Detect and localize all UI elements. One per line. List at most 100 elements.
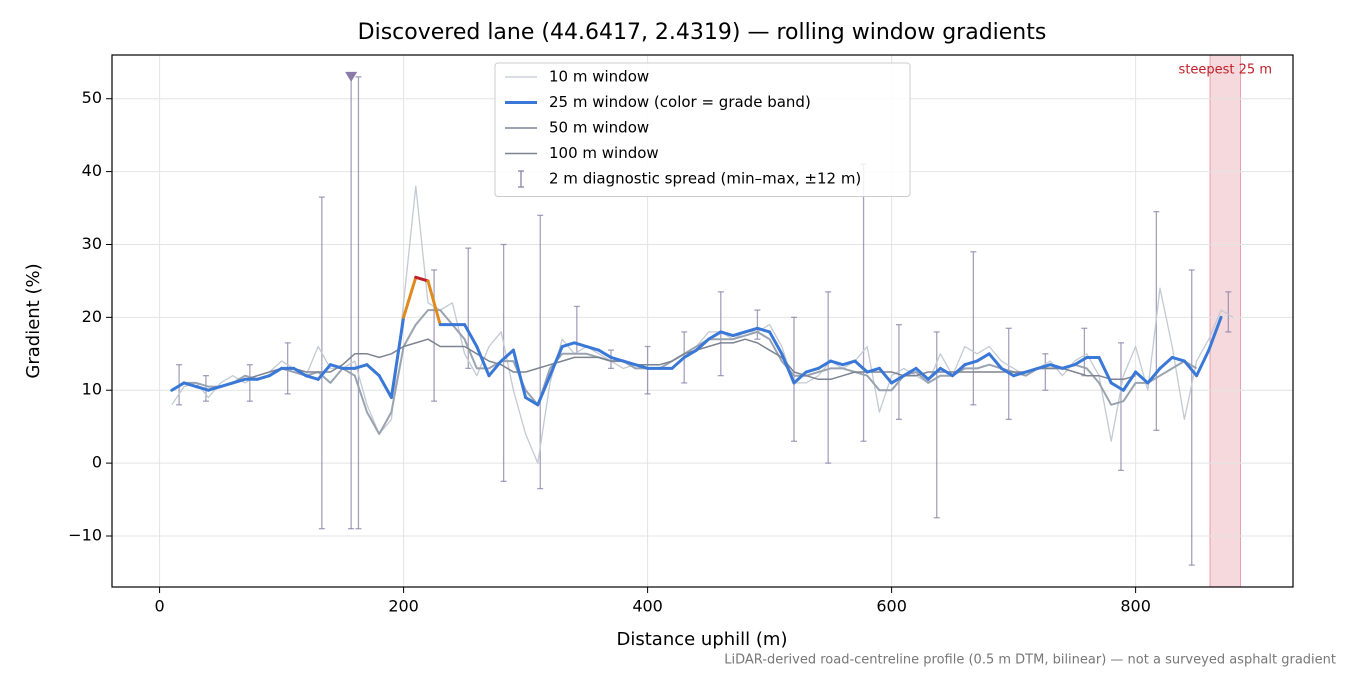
line-segment <box>585 345 601 352</box>
x-tick-label: 600 <box>876 597 907 616</box>
line-segment <box>694 337 711 352</box>
legend: 10 m window 25 m window (color = grade ba… <box>494 62 911 197</box>
line-segment <box>170 381 186 392</box>
line-segment <box>548 345 564 378</box>
line-segment <box>1158 355 1174 370</box>
line-segment <box>426 279 442 327</box>
y-axis-label: Gradient (%) <box>23 263 44 378</box>
line-segment <box>609 355 625 363</box>
line-segment <box>365 363 381 378</box>
highlight-label: steepest 25 m <box>1179 63 1272 78</box>
error-bar <box>825 291 832 464</box>
line-segment <box>1134 370 1150 385</box>
legend-label: 25 m window (color = grade band) <box>549 93 811 111</box>
highlight-band <box>1209 54 1242 588</box>
line-segment <box>1195 348 1211 378</box>
error-bar <box>970 251 977 406</box>
line-segment <box>719 330 735 338</box>
line-segment <box>877 366 894 385</box>
line-segment <box>633 363 650 370</box>
chart-title: Discovered lane (44.6417, 2.4319) — roll… <box>358 20 1047 45</box>
line-segment <box>499 348 515 363</box>
plot-area <box>170 71 1234 566</box>
line-segment <box>963 359 979 367</box>
line-segment <box>475 345 491 378</box>
line-segment <box>780 352 796 385</box>
line-segment <box>304 374 320 381</box>
error-bar <box>1225 291 1232 333</box>
line-segment <box>402 275 418 319</box>
y-tick-label: −10 <box>68 525 102 544</box>
line-segment <box>463 323 479 349</box>
series-line <box>208 338 1136 391</box>
line-segment <box>597 348 613 359</box>
x-tick-label: 200 <box>388 597 419 616</box>
line-segment <box>731 330 747 338</box>
line-segment <box>853 359 869 374</box>
line-segment <box>524 396 540 407</box>
error-bar <box>607 349 614 370</box>
line-segment <box>572 341 589 349</box>
line-segment <box>231 377 247 385</box>
line-segment <box>1207 315 1223 352</box>
x-tick-label: 800 <box>1120 597 1151 616</box>
line-segment <box>1182 359 1199 378</box>
y-tick-label: 10 <box>82 380 102 399</box>
error-bar <box>717 291 724 377</box>
line-segment <box>707 330 723 341</box>
line-segment <box>816 359 833 370</box>
y-tick-label: 40 <box>82 161 102 180</box>
legend-label: 100 m window <box>549 144 659 162</box>
line-segment <box>829 359 845 367</box>
legend-label: 50 m window <box>549 119 649 137</box>
y-tick-label: 30 <box>82 234 102 253</box>
line-segment <box>1036 363 1052 370</box>
clip-marker <box>345 71 358 82</box>
line-segment <box>255 374 271 381</box>
line-segment <box>292 366 308 378</box>
line-segment <box>206 385 223 392</box>
legend-box <box>494 62 911 197</box>
error-bar <box>754 309 761 340</box>
line-segment <box>865 366 881 374</box>
line-segment <box>194 385 210 392</box>
line-segment <box>1012 370 1028 378</box>
error-bar <box>500 243 507 482</box>
line-segment <box>768 330 784 356</box>
error-bar <box>933 331 940 519</box>
line-segment <box>182 381 198 389</box>
error-bar <box>355 76 362 530</box>
line-segment <box>621 359 637 367</box>
line-segment <box>353 363 369 370</box>
line-segment <box>926 366 942 381</box>
series-line <box>171 185 1234 464</box>
line-segment <box>670 355 686 370</box>
line-segment <box>682 348 698 359</box>
x-axis-label: Distance uphill (m) <box>617 629 788 650</box>
line-segment <box>1097 355 1113 385</box>
error-bar <box>644 345 651 395</box>
line-segment <box>414 275 430 283</box>
line-segment <box>1109 381 1125 392</box>
error-bar <box>431 269 438 402</box>
line-segment <box>536 374 552 407</box>
line-segment <box>890 374 906 385</box>
line-segment <box>1048 363 1064 370</box>
error-bar <box>1117 342 1124 472</box>
error-bar <box>348 76 355 530</box>
y-tick-label: 20 <box>82 307 102 326</box>
line-segment <box>1060 363 1077 370</box>
line-segment <box>1073 355 1089 367</box>
line-segment <box>792 370 808 385</box>
line-segment <box>1146 366 1162 385</box>
series-line <box>184 309 1198 435</box>
line-segment <box>914 366 930 381</box>
line-segment <box>987 352 1003 370</box>
line-segment <box>219 381 235 389</box>
line-segment <box>316 363 332 381</box>
line-segment <box>377 374 393 400</box>
line-segment <box>804 366 820 374</box>
x-tick-label: 400 <box>632 597 663 616</box>
legend-swatch <box>518 170 524 188</box>
line-segment <box>1170 355 1186 363</box>
